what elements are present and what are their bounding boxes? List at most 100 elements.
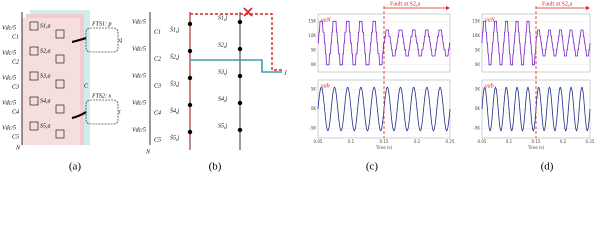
capacitor-label: C1 [154,29,161,35]
node-label: t [119,109,121,115]
switch [237,19,243,25]
source-label: Vdc/5 [132,46,146,52]
fault-annotation: Fault at S2,a [542,1,573,7]
y-tick-label: 5K [475,87,481,92]
switch-label: S3,a [40,73,51,79]
switch-label: S5,j [218,123,228,129]
signal-label: vab [485,83,494,89]
source-label: Vdc/5 [2,25,16,31]
switch [237,73,243,79]
y-tick-label: 5K [311,47,317,52]
source-label: Vdc/5 [2,50,16,56]
switch-label: S̄1,j [170,26,180,33]
source-label: Vdc/5 [2,100,16,106]
x-tick-label: 0.15 [532,139,541,144]
switch-label: S1,a [40,23,51,29]
switch [55,79,65,89]
fault-path [190,13,282,71]
x-tick-label: 0.25 [446,139,455,144]
arrow [71,37,87,43]
source-label: Vdc/5 [2,75,16,81]
x-tick-label: 0.25 [586,139,595,144]
fts-box [85,99,119,125]
switch-label: S4,a [40,97,51,104]
switch [187,21,193,27]
switch-label: S2,j [218,42,228,48]
y-tick-label: -5K [309,125,316,130]
y-tick-label: 0K [475,106,481,111]
capacitor-label: C4 [12,108,19,115]
switch [55,29,65,39]
source-label: Vdc/5 [132,127,146,133]
caption: (a) [69,161,82,173]
output-label: j [284,69,287,75]
capacitor-label: C3 [12,84,19,90]
capacitor-label: C4 [154,109,161,116]
caption: (b) [209,161,222,173]
switch-label: S3,j [218,69,228,75]
source-label: Vdc/5 [132,100,146,106]
y-tick-label: 0K [311,62,317,67]
fts-label: FTS1: p [91,21,112,27]
node-label: q [119,37,122,43]
capacitor-label: C2 [154,56,161,62]
node-label: N [145,149,151,155]
y-tick-label: 15K [472,18,480,23]
x-label: Time (s) [375,145,393,150]
y-tick-label: 15K [308,18,316,23]
y-tick-label: 10K [472,33,480,38]
switch [29,121,39,131]
switch-label: S̄2,j [170,53,180,60]
capacitor-label: C2 [12,59,19,65]
switch [29,46,39,56]
x-tick-label: 0.05 [478,139,487,144]
source-label: Vdc/5 [2,125,16,131]
switch [55,104,65,114]
figure: (a) (b) (c) (d) Vdc/5 C1 S1,a Vdc/5 C2 S2,a Vdc/5 C… [2,1,595,173]
signal-label: vab [321,83,330,89]
source-label: Vdc/5 [132,73,146,79]
y-tick-label: 10K [308,33,316,38]
switch [237,46,243,52]
fts-box [85,27,119,53]
switch [237,127,243,133]
switch [29,96,39,106]
arrow [71,111,87,119]
capacitor-label: C5 [154,137,161,143]
switch-label: S2,a [40,48,51,54]
x-tick-label: 0.15 [380,139,389,144]
signal-label: vaN [321,17,332,23]
switch [29,21,39,31]
x-label: Time (s) [527,145,545,150]
y-tick-label: -5K [473,125,480,130]
fault-mark [243,7,253,17]
fts-label: FTS2: x [91,93,112,99]
node-label: N [15,145,21,151]
capacitor-label: C3 [154,83,161,89]
x-tick-label: 0.2 [560,139,567,144]
signal-label: vaN [485,17,496,23]
y-tick-label: 5K [475,47,481,52]
x-tick-label: 0.2 [414,139,421,144]
switch-label: S̄5,j [170,134,180,141]
x-tick-label: 0.1 [506,139,513,144]
switch [237,100,243,106]
switch [187,102,193,108]
switch [55,54,65,64]
arrow-head [586,6,590,10]
switch-label: S5,a [40,123,51,129]
x-tick-label: 0.05 [314,139,323,144]
caption: (c) [366,161,379,173]
switch [187,75,193,81]
switch [55,129,65,139]
switch [187,129,193,135]
source-label: Vdc/5 [132,19,146,25]
caption: (d) [541,161,554,173]
arrow-head [446,6,450,10]
current-path [190,59,282,73]
capacitor-label: C5 [12,134,19,140]
switch [29,71,39,81]
switch-label: S̄4,j [170,107,180,114]
fault-annotation: Fault at S2,a [390,1,421,7]
y-tick-label: 0K [475,62,481,67]
